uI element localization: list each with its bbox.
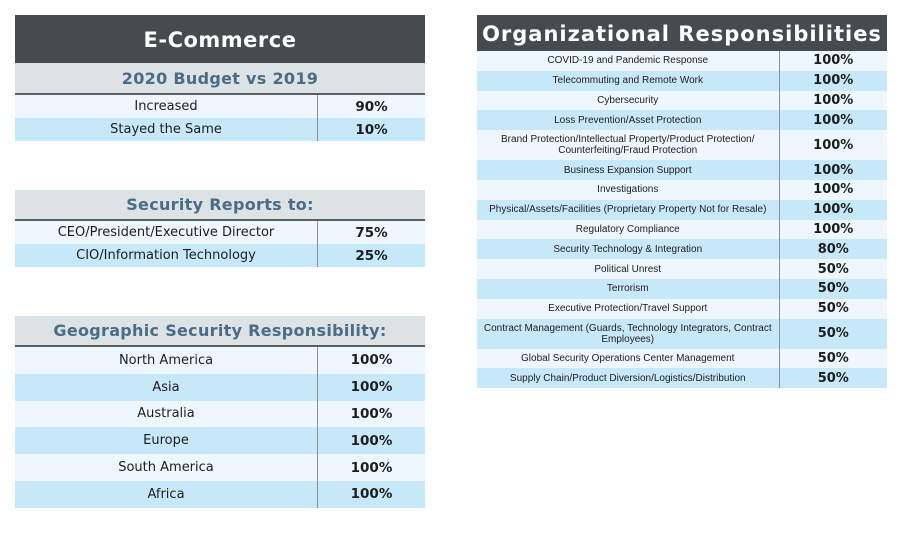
row-label: Africa bbox=[15, 480, 318, 508]
row-value: 100% bbox=[317, 347, 425, 374]
row-value: 100% bbox=[778, 219, 887, 240]
row-label: Europe bbox=[15, 427, 318, 455]
row-value: 100% bbox=[317, 480, 425, 508]
table-row: Supply Chain/Product Diversion/Logistics… bbox=[477, 368, 887, 389]
table-row: Europe 100% bbox=[15, 427, 425, 455]
row-label: COVID-19 and Pandemic Response bbox=[477, 51, 779, 71]
row-label: Telecommuting and Remote Work bbox=[477, 70, 779, 91]
table-row: Brand Protection/Intellectual Property/P… bbox=[477, 130, 887, 161]
row-label: Australia bbox=[15, 400, 318, 428]
ecommerce-panel: E-Commerce 2020 Budget vs 2019 Increased… bbox=[15, 15, 425, 141]
table-row: Investigations 100% bbox=[477, 179, 887, 200]
organizational-table: COVID-19 and Pandemic Response 100% Telec… bbox=[477, 51, 887, 389]
row-value: 25% bbox=[317, 244, 425, 267]
row-label: Loss Prevention/Asset Protection bbox=[477, 110, 779, 131]
table-row: Stayed the Same 10% bbox=[15, 118, 425, 141]
row-label: Cybersecurity bbox=[477, 90, 779, 111]
row-value: 100% bbox=[778, 70, 887, 91]
row-value: 100% bbox=[317, 373, 425, 401]
geographic-table: North America 100% Asia 100% Australia 1… bbox=[15, 347, 425, 508]
row-label: Stayed the Same bbox=[15, 118, 318, 141]
row-value: 50% bbox=[778, 298, 887, 319]
row-value: 50% bbox=[778, 259, 887, 279]
row-value: 10% bbox=[317, 118, 425, 141]
row-value: 100% bbox=[778, 179, 887, 200]
table-row: CIO/Information Technology 25% bbox=[15, 244, 425, 267]
table-row: COVID-19 and Pandemic Response 100% bbox=[477, 51, 887, 71]
budget-heading: 2020 Budget vs 2019 bbox=[15, 63, 425, 95]
row-value: 100% bbox=[778, 130, 887, 161]
row-value: 75% bbox=[317, 221, 425, 244]
row-label: Business Expansion Support bbox=[477, 160, 779, 180]
row-label: Contract Management (Guards, Technology … bbox=[477, 318, 779, 349]
row-label: Executive Protection/Travel Support bbox=[477, 298, 779, 319]
row-value: 100% bbox=[778, 199, 887, 220]
row-label: Supply Chain/Product Diversion/Logistics… bbox=[477, 368, 779, 389]
table-row: Business Expansion Support 100% bbox=[477, 160, 887, 180]
table-row: Contract Management (Guards, Technology … bbox=[477, 318, 887, 349]
table-row: Regulatory Compliance 100% bbox=[477, 219, 887, 240]
row-value: 50% bbox=[778, 318, 887, 349]
table-row: Africa 100% bbox=[15, 480, 425, 508]
table-row: Physical/Assets/Facilities (Proprietary … bbox=[477, 199, 887, 220]
row-label: CIO/Information Technology bbox=[15, 244, 318, 267]
table-row: Executive Protection/Travel Support 50% bbox=[477, 298, 887, 319]
geographic-heading: Geographic Security Responsibility: bbox=[15, 316, 425, 347]
row-value: 100% bbox=[778, 90, 887, 111]
row-label: Asia bbox=[15, 373, 318, 401]
row-label: Increased bbox=[15, 95, 318, 118]
budget-table: Increased 90% Stayed the Same 10% bbox=[15, 95, 425, 141]
row-label: Regulatory Compliance bbox=[477, 219, 779, 240]
row-value: 80% bbox=[778, 239, 887, 260]
organizational-panel: Organizational Responsibilities COVID-19… bbox=[477, 15, 887, 389]
row-label: Political Unrest bbox=[477, 259, 779, 279]
row-value: 100% bbox=[317, 454, 425, 481]
table-row: Global Security Operations Center Manage… bbox=[477, 348, 887, 369]
row-label: South America bbox=[15, 454, 318, 481]
row-value: 100% bbox=[778, 51, 887, 71]
table-row: Telecommuting and Remote Work 100% bbox=[477, 70, 887, 91]
row-value: 90% bbox=[317, 95, 425, 118]
row-value: 50% bbox=[778, 348, 887, 369]
row-value: 50% bbox=[778, 278, 887, 299]
table-row: Australia 100% bbox=[15, 400, 425, 428]
table-row: Asia 100% bbox=[15, 373, 425, 401]
table-row: Security Technology & Integration 80% bbox=[477, 239, 887, 260]
row-label: Global Security Operations Center Manage… bbox=[477, 348, 779, 369]
reports-to-heading: Security Reports to: bbox=[15, 190, 425, 221]
row-label: North America bbox=[15, 347, 318, 374]
row-value: 100% bbox=[317, 427, 425, 455]
row-label: Investigations bbox=[477, 179, 779, 200]
table-row: Increased 90% bbox=[15, 95, 425, 118]
row-value: 100% bbox=[778, 110, 887, 131]
row-label: Physical/Assets/Facilities (Proprietary … bbox=[477, 199, 779, 220]
row-label: Brand Protection/Intellectual Property/P… bbox=[477, 130, 779, 161]
row-label: CEO/President/Executive Director bbox=[15, 221, 318, 244]
table-row: CEO/President/Executive Director 75% bbox=[15, 221, 425, 244]
organizational-title: Organizational Responsibilities bbox=[477, 15, 887, 51]
table-row: Loss Prevention/Asset Protection 100% bbox=[477, 110, 887, 131]
row-label: Security Technology & Integration bbox=[477, 239, 779, 260]
row-value: 100% bbox=[778, 160, 887, 180]
table-row: Terrorism 50% bbox=[477, 278, 887, 299]
reports-to-panel: Security Reports to: CEO/President/Execu… bbox=[15, 190, 425, 267]
geographic-panel: Geographic Security Responsibility: Nort… bbox=[15, 316, 425, 508]
table-row: Political Unrest 50% bbox=[477, 259, 887, 279]
ecommerce-title: E-Commerce bbox=[15, 15, 425, 63]
row-value: 100% bbox=[317, 400, 425, 428]
row-value: 50% bbox=[778, 368, 887, 389]
reports-to-table: CEO/President/Executive Director 75% CIO… bbox=[15, 221, 425, 267]
row-label: Terrorism bbox=[477, 278, 779, 299]
table-row: South America 100% bbox=[15, 454, 425, 481]
table-row: Cybersecurity 100% bbox=[477, 90, 887, 111]
table-row: North America 100% bbox=[15, 347, 425, 374]
